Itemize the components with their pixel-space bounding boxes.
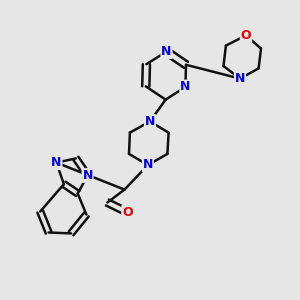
Text: N: N: [161, 45, 172, 58]
Text: O: O: [241, 29, 251, 42]
Text: N: N: [235, 72, 245, 85]
Text: N: N: [51, 156, 62, 169]
Text: N: N: [145, 115, 155, 128]
Text: N: N: [143, 158, 153, 172]
Text: N: N: [180, 80, 190, 94]
Text: N: N: [82, 169, 93, 182]
Text: O: O: [122, 206, 133, 219]
